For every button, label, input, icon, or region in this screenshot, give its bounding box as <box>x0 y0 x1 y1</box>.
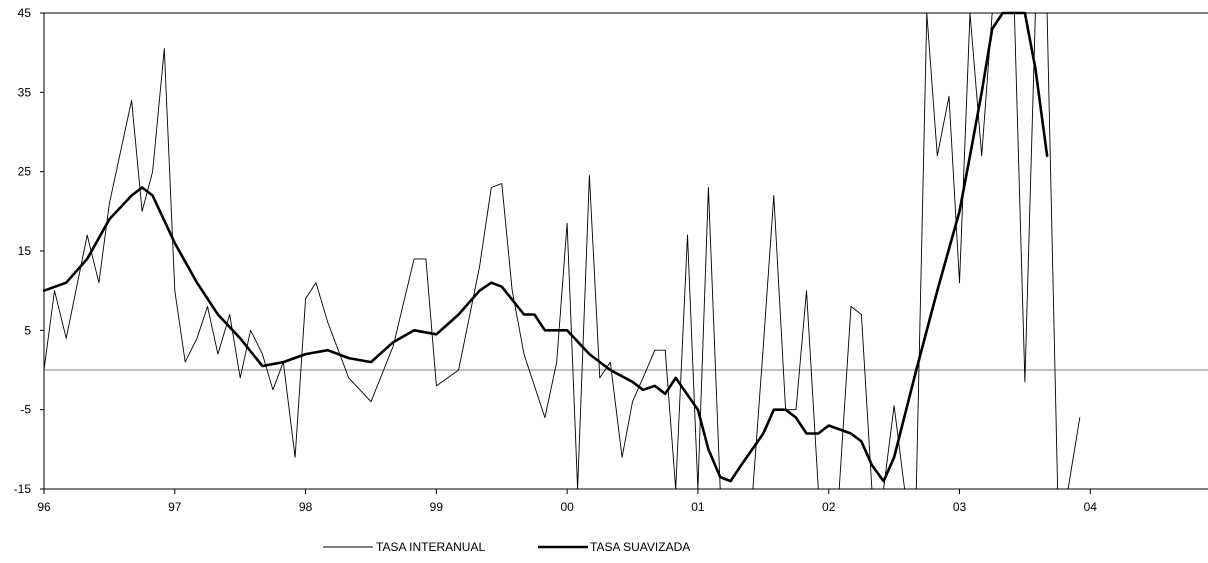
y-tick-label: 35 <box>18 85 32 99</box>
x-tick-label: 01 <box>691 500 705 514</box>
legend-label: TASA INTERANUAL <box>376 540 485 554</box>
series-line-tasa-suavizada <box>43 11 1049 483</box>
legend-label: TASA SUAVIZADA <box>590 540 690 554</box>
x-tick-label: 97 <box>168 500 182 514</box>
y-tick-label: 25 <box>18 165 32 179</box>
y-tick-label: 45 <box>18 6 32 20</box>
x-tick-label: 98 <box>299 500 313 514</box>
y-tick-label: 5 <box>24 323 31 337</box>
x-tick-label: 03 <box>953 500 967 514</box>
x-tick-label: 02 <box>822 500 836 514</box>
x-tick-label: 04 <box>1084 500 1098 514</box>
y-tick-label: 15 <box>18 244 32 258</box>
x-tick-label: 99 <box>430 500 444 514</box>
y-tick-label: -5 <box>20 403 31 417</box>
series-line-tasa-interanual <box>43 12 1081 490</box>
chart-legend: TASA INTERANUAL TASA SUAVIZADA <box>323 540 690 554</box>
y-tick-label: -15 <box>14 482 32 496</box>
x-tick-label: 96 <box>37 500 51 514</box>
x-tick-label: 00 <box>560 500 574 514</box>
